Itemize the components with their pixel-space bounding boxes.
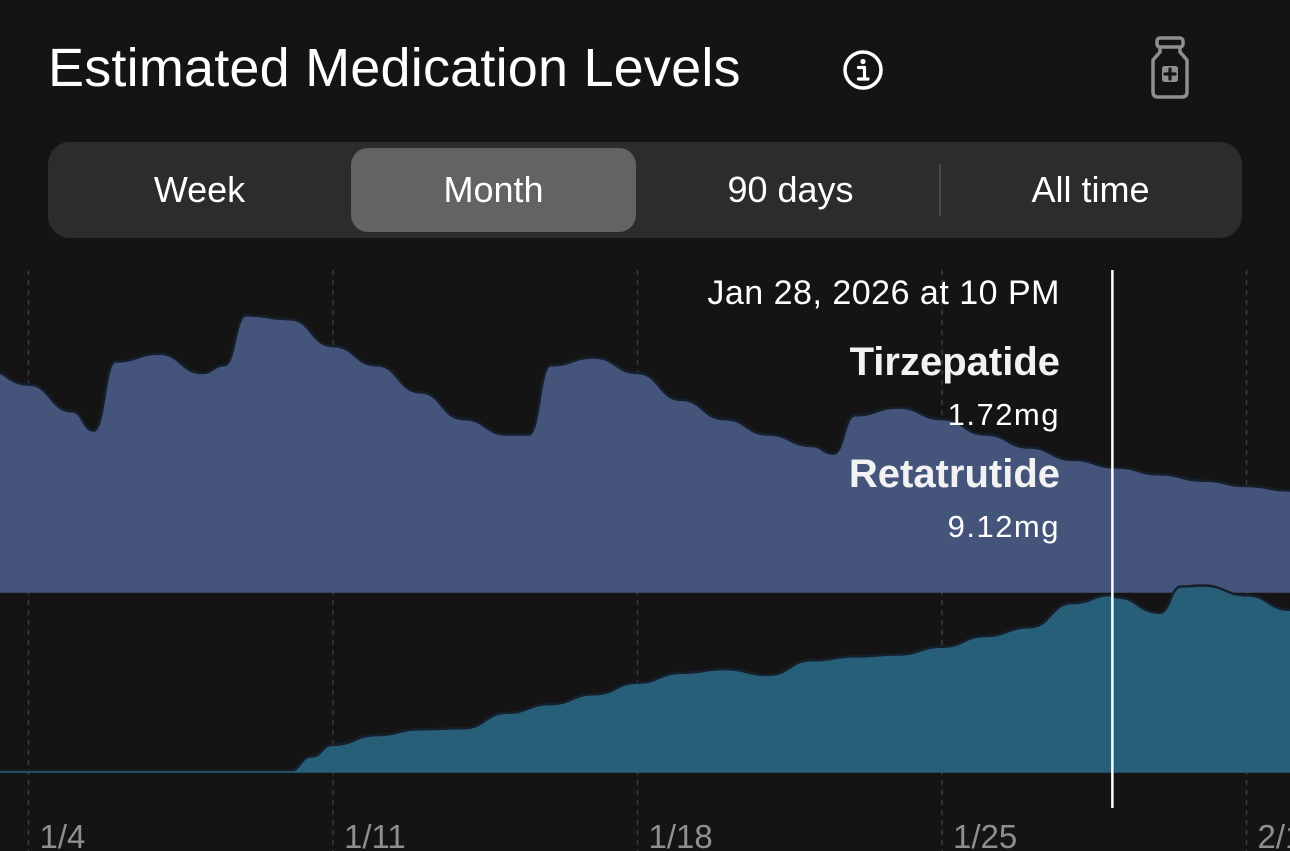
tab-all-time[interactable]: All time — [1031, 169, 1150, 210]
callout-series-name-tirzepatide: Tirzepatide — [849, 340, 1060, 384]
medicine-vial-icon[interactable] — [1146, 36, 1194, 100]
series-line-tirzepatide — [0, 314, 1290, 492]
x-tick-label: 1/25 — [953, 818, 1017, 851]
segment-divider — [939, 164, 941, 216]
tab-week[interactable]: Week — [153, 169, 246, 210]
selected-date-label: Jan 28, 2026 at 10 PM — [707, 274, 1060, 312]
tab-month[interactable]: Month — [351, 148, 636, 232]
callout-series-value-tirzepatide: 1.72mg — [947, 397, 1060, 432]
series-line-retatrutide — [0, 584, 1290, 773]
series-area-tirzepatide — [0, 315, 1290, 592]
x-tick-label: 1/18 — [649, 818, 713, 851]
series-area-retatrutide — [0, 585, 1290, 772]
x-tick-label: 2/1 — [1258, 818, 1290, 851]
page-title: Estimated Medication Levels — [48, 38, 741, 98]
x-tick-label: 1/4 — [40, 818, 86, 851]
callout-series-name-retatrutide: Retatrutide — [848, 452, 1060, 496]
info-circle-icon[interactable] — [842, 49, 884, 91]
time-range-selector: Week Month 90 days All time — [48, 142, 1242, 238]
x-tick-label: 1/11 — [344, 818, 406, 851]
tab-90-days[interactable]: 90 days — [727, 169, 854, 210]
callout-series-value-retatrutide: 9.12mg — [947, 509, 1060, 544]
